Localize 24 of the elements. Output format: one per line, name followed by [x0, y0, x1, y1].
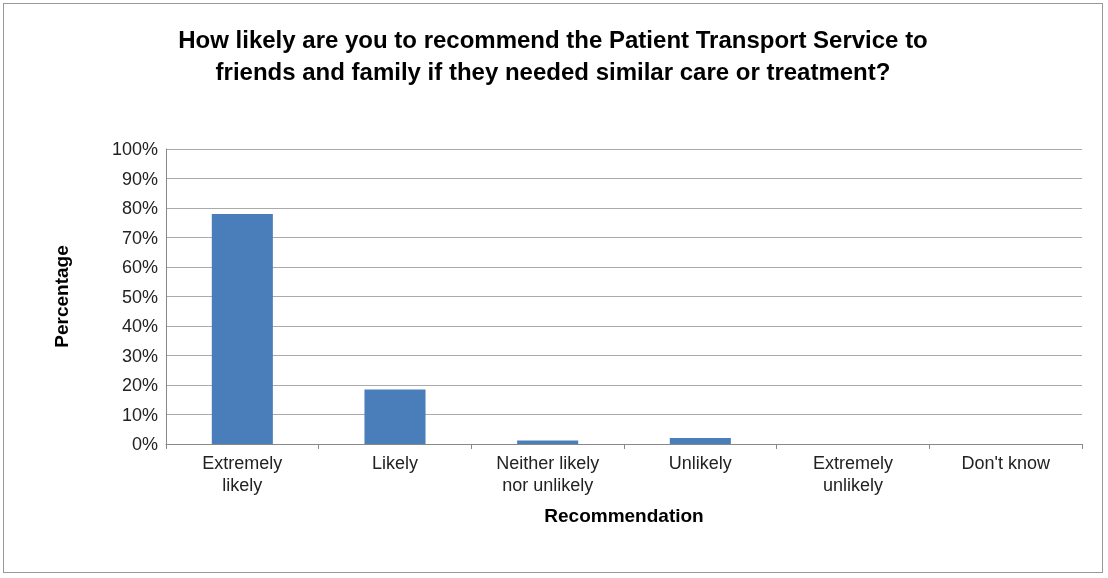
x-tick-label: Extremely unlikely	[812, 453, 894, 495]
y-tick-label: 90%	[121, 168, 158, 189]
y-tick-label: 80%	[121, 198, 158, 218]
x-tick-label: Extremely likely	[202, 453, 283, 495]
y-tick-label: 70%	[121, 227, 158, 248]
x-tick-label: Unlikely	[668, 453, 732, 473]
x-tick-label: Likely	[371, 453, 419, 473]
y-tick-label: 0%	[131, 434, 158, 454]
bar	[364, 389, 426, 444]
y-tick-label: 10%	[121, 404, 158, 425]
y-tick-label: 50%	[121, 286, 158, 307]
bar	[517, 440, 579, 444]
y-tick-label: 40%	[121, 316, 158, 336]
bar	[669, 438, 731, 444]
x-tick-label: Don't know	[961, 453, 1051, 473]
y-tick-label: 30%	[121, 345, 158, 366]
y-tick-label: 60%	[121, 257, 158, 277]
y-tick-label: 100%	[111, 139, 158, 159]
x-axis-title: Recommendation	[544, 505, 704, 526]
bar	[211, 213, 273, 444]
y-tick-label: 20%	[121, 375, 158, 395]
chart-title: How likely are you to recommend the Patient Transport Service to friends and family if they needed similar care or treatment?	[178, 25, 928, 85]
y-axis-title: Percentage	[51, 245, 72, 348]
x-tick-label: Neither likely nor unlikely	[496, 453, 600, 495]
